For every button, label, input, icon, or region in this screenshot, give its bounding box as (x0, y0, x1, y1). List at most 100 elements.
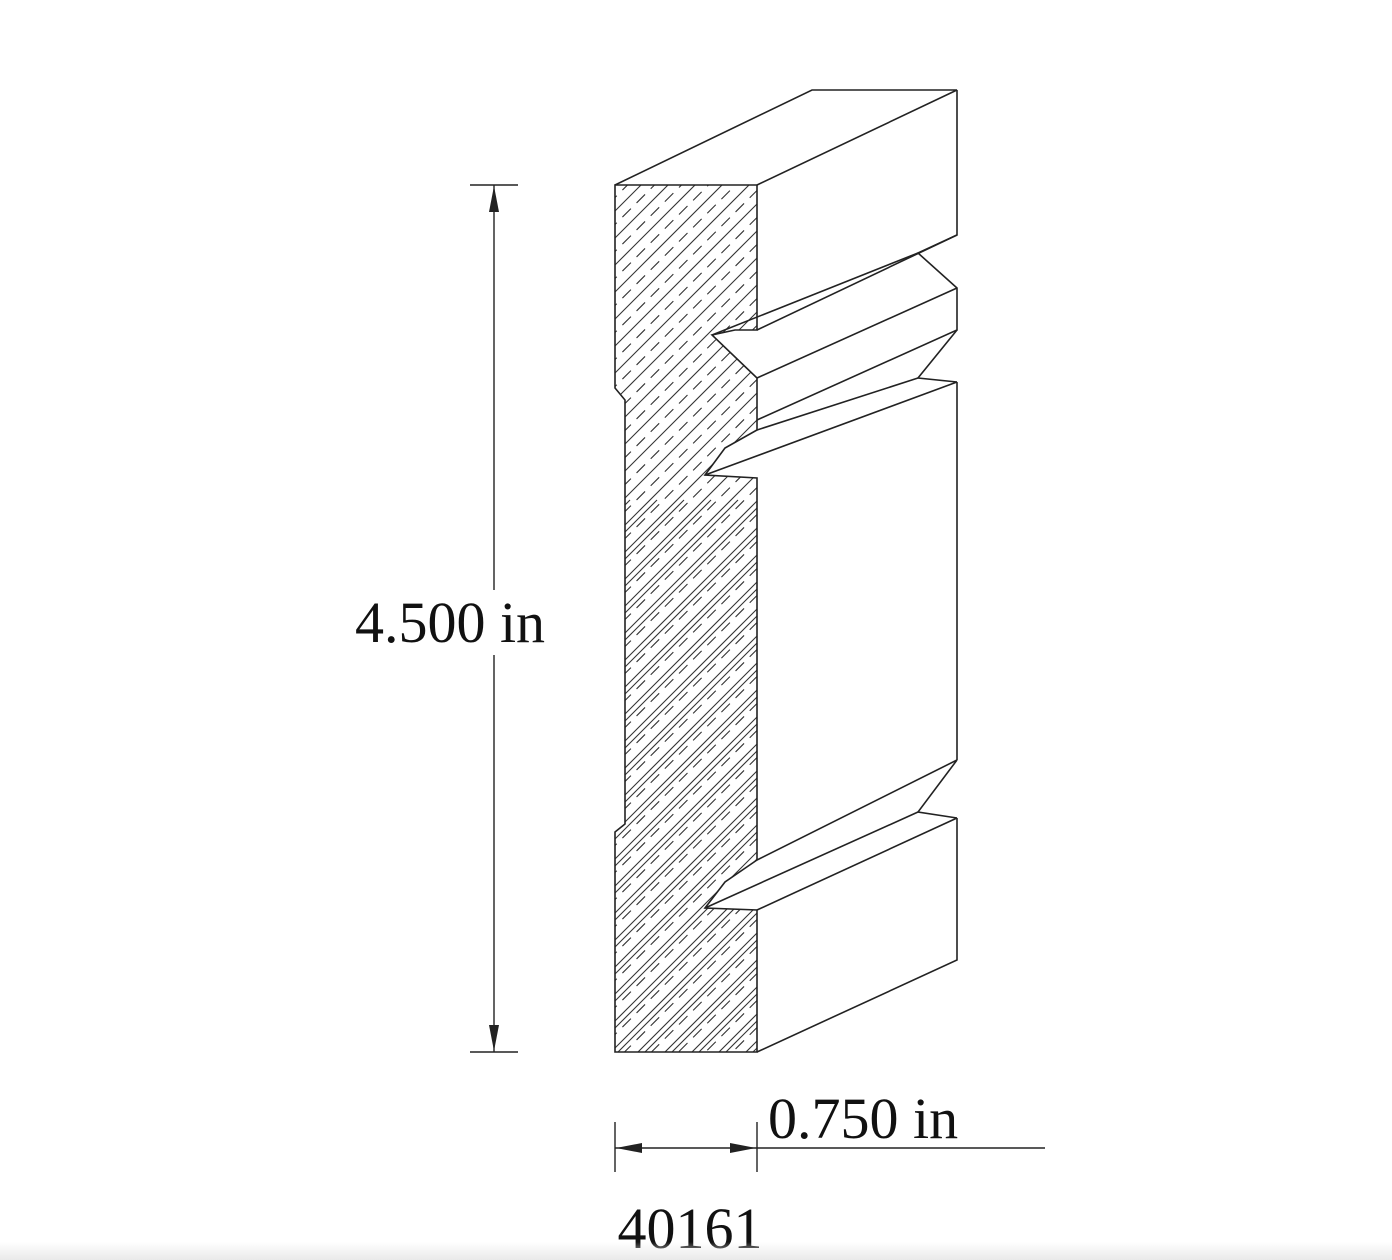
hatch-dash-line (615, 741, 757, 962)
hatch-line (615, 499, 757, 1052)
hatch-line (1299, 500, 1392, 1100)
hatch-line (615, 484, 757, 706)
hatch-line (615, 185, 757, 274)
hatch-line (615, 499, 739, 1052)
hatch-line (704, 499, 757, 1052)
hatch-dash-line (580, 0, 800, 152)
hatch-dash-line (615, 795, 757, 1016)
hatch-line (615, 781, 757, 1003)
hatch-line (0, 500, 171, 1100)
hatch-line (615, 499, 757, 1052)
hatch-dash-line (615, 255, 757, 476)
hatch-dash-line (580, 0, 800, 125)
extrusion-body (614, 89, 958, 1053)
hatch-dash-line (615, 849, 757, 1052)
thickness-label: 0.750 in (768, 1086, 958, 1151)
hatch-dash-line (615, 185, 757, 341)
hatch-dash-line (615, 660, 757, 881)
hatch-line (615, 187, 757, 409)
hatch-line (615, 499, 757, 1052)
hatch-line (615, 185, 757, 328)
hatch-dash-line (615, 185, 757, 233)
hatch-line (615, 511, 757, 733)
hatch-line (615, 499, 757, 1052)
hatch-dash-line (615, 185, 757, 368)
hatch-dash-line (615, 336, 757, 557)
hatch-line (615, 970, 757, 1052)
hatch-line (615, 835, 757, 1052)
hatch-line (615, 241, 757, 463)
hatch-line (615, 185, 757, 193)
arrow-left-icon (616, 1143, 642, 1153)
hatch-line (731, 499, 757, 1052)
hatch-line (677, 499, 757, 1052)
hatch-line (1083, 500, 1392, 1100)
hatch-dash-line (615, 984, 757, 1052)
hatch-line (615, 499, 757, 1052)
hatch-line (615, 403, 757, 625)
hatch-line (1380, 500, 1392, 1100)
hatch-dash-line (615, 282, 757, 503)
hatch-line (615, 673, 757, 895)
hatch-dash-line (615, 768, 757, 989)
hatch-line (615, 619, 757, 841)
arrow-right-icon (730, 1143, 756, 1153)
hatch-line (580, 0, 800, 84)
hatch-line (813, 500, 1392, 1100)
hatch-dash-line (615, 957, 757, 1052)
hatch-dash-line (615, 185, 757, 206)
hatch-line (615, 499, 757, 1052)
hatch-line (580, 0, 800, 111)
hatch-dash-line (615, 185, 757, 287)
height-label: 4.500 in (355, 590, 545, 655)
hatch-line (615, 565, 757, 787)
hatch-line (615, 862, 757, 1052)
hatch-line (580, 0, 800, 138)
hatch-line (615, 499, 757, 1052)
hatch-dash-line (615, 633, 757, 854)
hatch-dash-line (615, 201, 757, 422)
hatch-dash-line (580, 0, 800, 44)
height-dimension: 4.500 in (355, 184, 545, 1053)
hatch-dash-line (580, 0, 800, 179)
hatch-dash-line (615, 579, 757, 800)
hatch-line (580, 0, 800, 165)
hatch-line (615, 889, 757, 1052)
hatch-line (0, 500, 225, 1100)
hatch-line (1002, 500, 1392, 1100)
hatch-line (580, 0, 800, 30)
hatch-line (615, 538, 757, 760)
hatch-line (615, 499, 757, 1052)
hatch-dash-line (615, 185, 757, 260)
hatch-line (615, 943, 757, 1052)
hatch-dash-line (615, 552, 757, 773)
hatch-line (615, 185, 757, 382)
hatch-line (615, 295, 757, 517)
hatch-line (867, 500, 1392, 1100)
hatch-dash-line (615, 417, 757, 638)
hatch-line (0, 500, 333, 1100)
hatch-line (615, 499, 757, 1052)
hatch-line (615, 499, 757, 1052)
hatch-line (615, 700, 757, 922)
hatch-line (615, 185, 757, 301)
hatch-line (615, 376, 757, 598)
hatch-line (1353, 500, 1392, 1100)
hatch-line (615, 592, 757, 814)
hatch-dash-line (615, 822, 757, 1043)
hatch-line (650, 499, 757, 1052)
hatch-line (921, 500, 1392, 1100)
hatch-line (615, 499, 757, 1052)
hatch-line (615, 916, 757, 1052)
hatch-line (1272, 500, 1392, 1100)
hatch-line (975, 500, 1392, 1100)
hatch-line (615, 499, 757, 1052)
hatch-line (1191, 500, 1392, 1100)
thickness-dimension: 0.750 in (614, 1086, 1045, 1172)
hatch-line (615, 808, 757, 1030)
hatch-line (623, 499, 757, 1052)
hatch-dash-line (580, 0, 800, 71)
hatch-line (615, 322, 757, 544)
arrow-up-icon (489, 186, 499, 212)
